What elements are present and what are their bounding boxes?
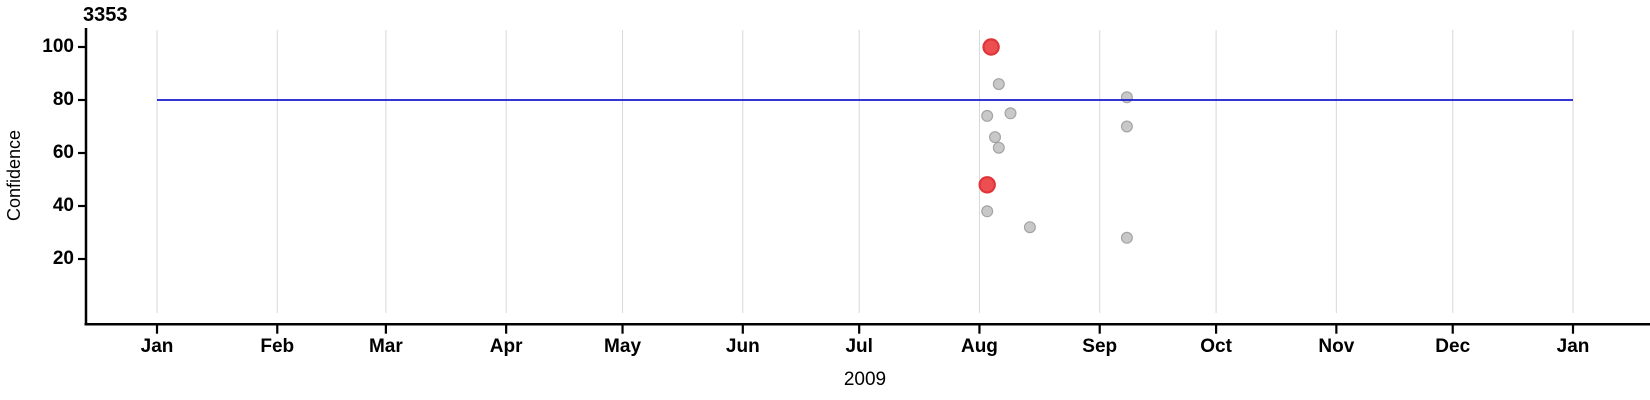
highlighted-data-point[interactable] [978, 176, 996, 194]
x-tick-label: Apr [489, 336, 523, 357]
x-tick-label: Sep [1082, 336, 1118, 357]
x-tick-label: Oct [1200, 336, 1232, 357]
x-tick-label: Jul [845, 336, 873, 357]
x-axis-title: 2009 [843, 369, 887, 390]
y-tick-label: 60 [52, 142, 74, 163]
x-tick-label: Dec [1435, 336, 1471, 357]
data-point[interactable] [1120, 231, 1133, 244]
x-tick-label: Jan [1556, 336, 1590, 357]
y-tick-label: 20 [52, 248, 74, 269]
data-point[interactable] [1120, 91, 1133, 104]
highlighted-data-point[interactable] [982, 38, 1000, 56]
data-point[interactable] [1023, 221, 1036, 234]
y-tick-label: 100 [42, 36, 74, 57]
chart-title: 3353 [83, 4, 128, 26]
data-point[interactable] [981, 109, 994, 122]
x-tick-label: Mar [368, 336, 403, 357]
data-point[interactable] [981, 205, 994, 218]
y-tick-label: 80 [52, 89, 74, 110]
y-axis-title: Confidence [4, 129, 24, 221]
data-point[interactable] [988, 131, 1001, 144]
x-tick-label: Jun [725, 336, 760, 357]
data-point[interactable] [1004, 107, 1017, 120]
data-point[interactable] [992, 78, 1005, 91]
x-tick-label: Aug [960, 336, 998, 357]
x-tick-label: Feb [260, 336, 295, 357]
data-point[interactable] [1120, 120, 1133, 133]
y-tick-label: 40 [52, 195, 74, 216]
data-point[interactable] [992, 141, 1005, 154]
x-tick-label: Jan [140, 336, 174, 357]
x-tick-label: May [604, 336, 642, 357]
x-tick-label: Nov [1318, 336, 1355, 357]
